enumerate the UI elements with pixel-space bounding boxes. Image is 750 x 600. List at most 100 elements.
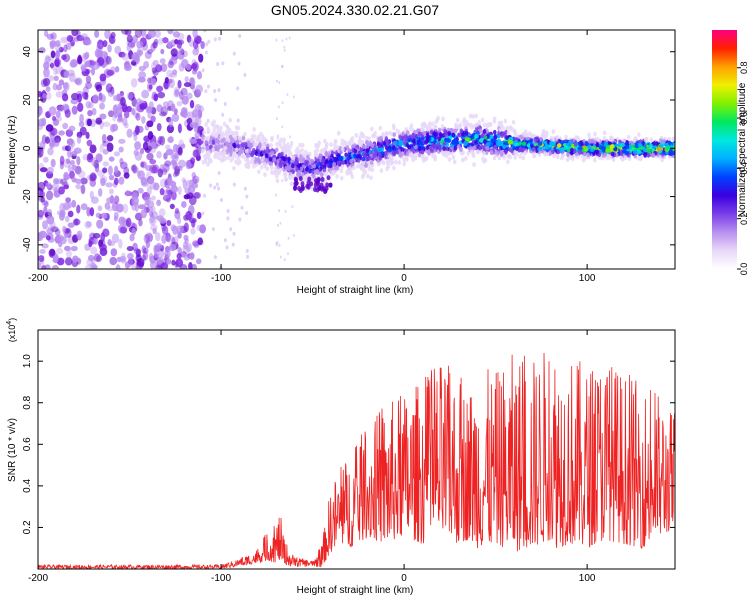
signal-point <box>258 142 262 147</box>
signal-point <box>364 135 369 141</box>
signal-point <box>203 136 208 142</box>
noise-point <box>101 133 107 144</box>
noise-point <box>170 48 178 57</box>
colorbar-tick-label: 0.8 <box>739 61 749 74</box>
noise-point <box>237 61 241 66</box>
noise-point <box>123 172 130 179</box>
signal-point <box>302 177 307 183</box>
noise-point <box>41 117 47 127</box>
noise-point <box>124 30 132 36</box>
noise-point <box>59 155 65 166</box>
noise-point <box>275 241 278 245</box>
signal-point <box>234 125 239 130</box>
noise-point <box>243 186 247 191</box>
signal-point <box>503 118 508 124</box>
noise-point <box>54 137 60 147</box>
signal-point <box>551 149 555 155</box>
noise-point <box>60 36 69 44</box>
noise-point <box>93 253 101 262</box>
signal-point <box>300 142 305 148</box>
signal-point <box>643 152 647 157</box>
noise-point <box>49 140 54 150</box>
noise-point <box>197 109 203 119</box>
noise-point <box>204 50 208 55</box>
signal-point <box>295 146 300 152</box>
noise-point <box>38 47 46 54</box>
noise-point <box>245 210 249 215</box>
noise-point <box>206 118 210 123</box>
signal-point <box>508 125 513 131</box>
signal-point <box>349 159 353 164</box>
signal-point <box>313 178 318 184</box>
noise-point <box>113 177 119 186</box>
noise-point <box>169 72 178 78</box>
signal-point <box>580 141 584 147</box>
noise-point <box>89 144 97 154</box>
signal-point <box>485 141 491 147</box>
signal-point <box>319 172 324 178</box>
noise-point <box>88 240 93 248</box>
signal-point <box>442 141 447 147</box>
signal-point <box>310 158 315 164</box>
noise-point <box>118 51 126 58</box>
noise-point <box>55 110 61 119</box>
noise-point <box>278 80 281 84</box>
noise-point <box>108 174 115 181</box>
noise-point <box>63 44 68 53</box>
signal-point <box>240 142 245 148</box>
signal-point <box>474 113 478 119</box>
noise-point <box>174 207 180 214</box>
signal-point <box>469 122 473 128</box>
signal-point <box>364 163 369 168</box>
noise-point <box>116 117 124 123</box>
signal-point <box>330 150 335 156</box>
noise-point <box>142 250 149 261</box>
noise-point <box>168 78 175 89</box>
signal-point <box>609 136 613 141</box>
signal-point <box>482 151 486 156</box>
signal-point <box>206 145 210 151</box>
signal-point <box>252 127 256 132</box>
noise-point <box>113 151 121 157</box>
noise-point <box>140 209 148 219</box>
signal-point <box>282 137 286 143</box>
noise-point <box>177 146 183 156</box>
signal-point <box>511 119 516 125</box>
noise-point <box>38 106 43 116</box>
signal-point <box>234 130 239 136</box>
noise-point <box>118 138 126 144</box>
noise-point <box>149 181 157 190</box>
signal-point <box>556 143 562 148</box>
noise-point <box>178 47 184 55</box>
noise-point <box>120 97 126 106</box>
noise-point <box>190 227 196 235</box>
signal-point <box>609 144 615 149</box>
noise-point <box>38 230 47 239</box>
signal-point <box>387 153 392 159</box>
noise-point <box>99 143 105 153</box>
noise-point <box>67 202 73 209</box>
noise-point <box>105 83 113 93</box>
noise-point <box>152 227 157 235</box>
noise-point <box>50 226 59 233</box>
signal-point <box>252 163 256 169</box>
noise-point <box>85 101 92 109</box>
noise-point <box>166 69 174 78</box>
noise-point <box>64 245 71 252</box>
noise-point <box>42 78 51 87</box>
signal-point <box>474 140 478 145</box>
noise-point <box>195 36 202 45</box>
signal-point <box>397 160 402 165</box>
signal-point <box>217 155 221 161</box>
spectrogram-xlabel: Height of straight line (km) <box>297 285 414 296</box>
signal-point <box>671 136 675 142</box>
signal-point <box>417 146 422 152</box>
signal-point <box>220 156 225 162</box>
signal-point <box>549 141 554 146</box>
noise-point <box>153 38 159 46</box>
noise-point <box>105 56 112 65</box>
noise-point <box>49 249 56 257</box>
noise-point <box>140 177 148 186</box>
noise-point <box>77 170 86 178</box>
noise-point <box>197 237 204 246</box>
